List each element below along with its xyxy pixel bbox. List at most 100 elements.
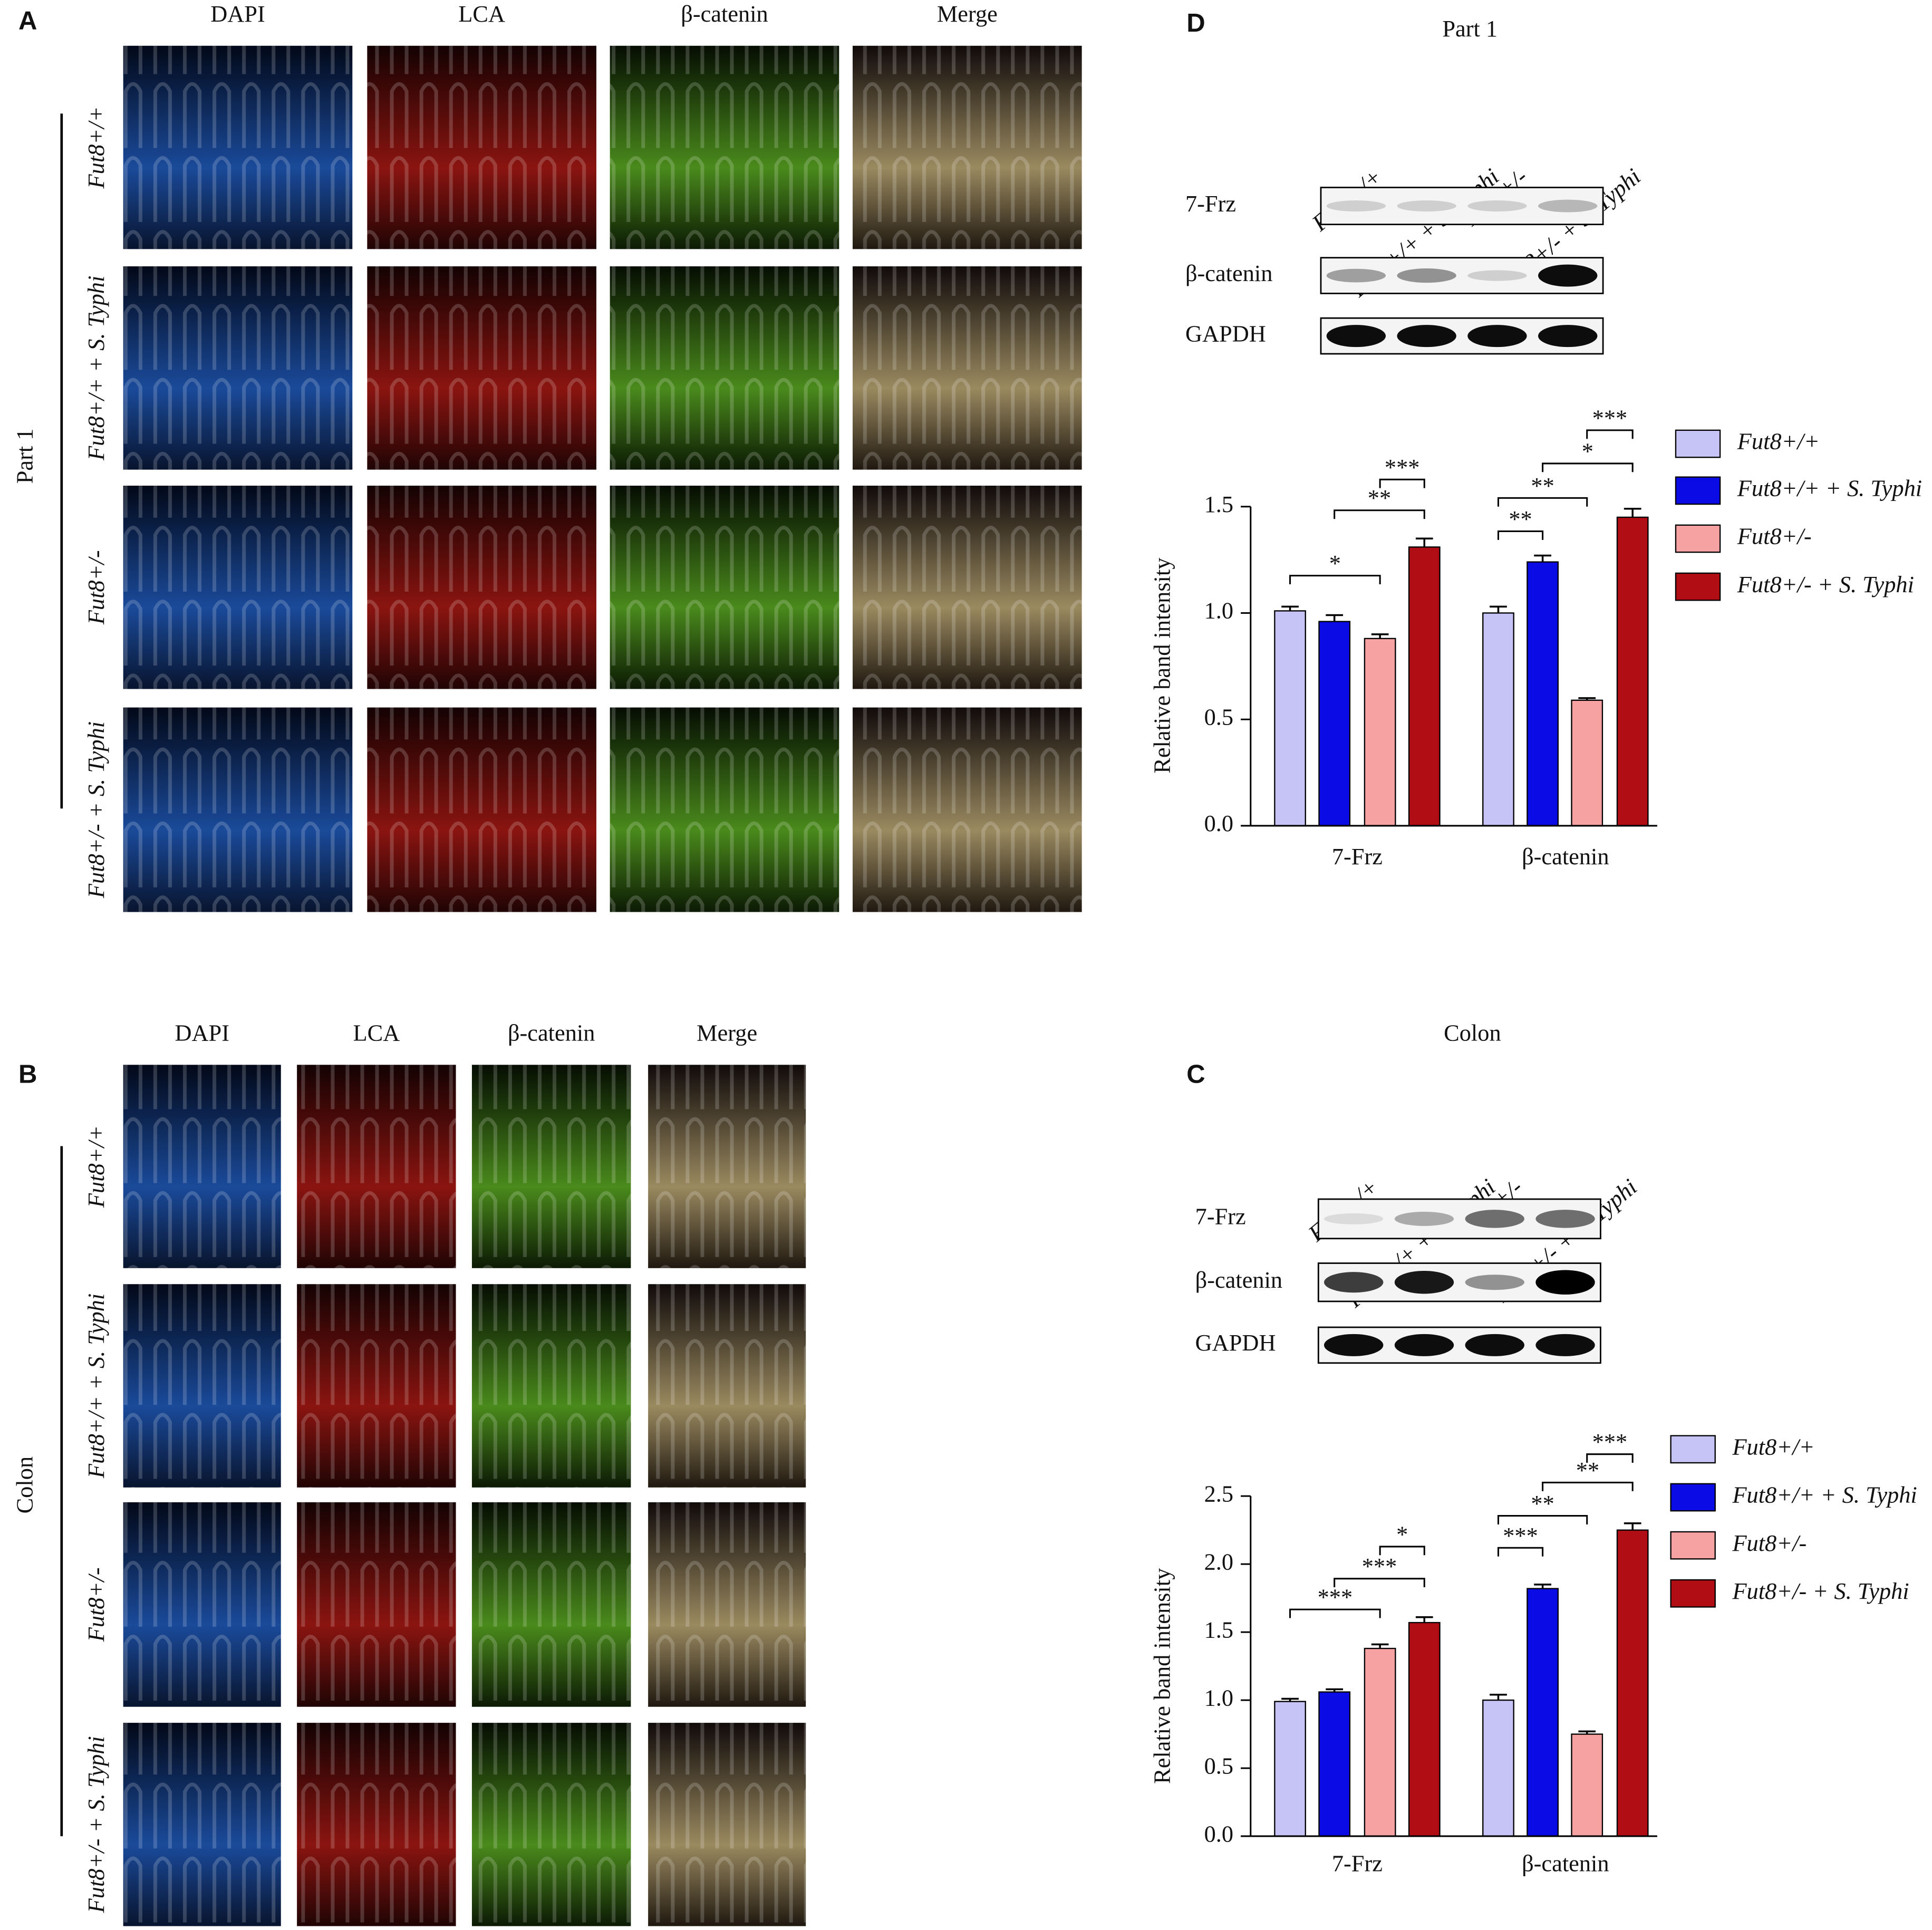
significance-label: *** (1385, 454, 1420, 480)
blot-band (1394, 1211, 1454, 1226)
legend-swatch (1670, 1483, 1716, 1512)
significance-bracket (1497, 497, 1588, 507)
blot-band (1324, 1213, 1384, 1224)
micrograph-texture (471, 1723, 631, 1926)
blot-title: Colon (1444, 1019, 1501, 1046)
y-tick-label: 0.5 (1204, 703, 1233, 730)
bar (1571, 1733, 1603, 1837)
blot-band (1467, 325, 1527, 348)
blot-title: Part 1 (1442, 15, 1498, 42)
panel-letter: B (18, 1060, 37, 1088)
legend-label: Fut8+/- + S. Typhi (1732, 1578, 1909, 1604)
bar (1274, 1701, 1306, 1837)
micrograph-texture (610, 486, 839, 689)
y-axis-label: Relative band intensity (1148, 557, 1175, 774)
legend-label: Fut8+/+ + S. Typhi (1732, 1482, 1917, 1508)
micrograph-texture (853, 486, 1082, 689)
y-tick-label: 1.5 (1204, 1616, 1233, 1643)
blot-band (1535, 1210, 1595, 1228)
legend-label: Fut8+/- + S. Typhi (1737, 571, 1914, 597)
blot-band (1394, 1270, 1454, 1294)
row-label: Fut8+/+ + S. Typhi (83, 276, 109, 461)
significance-bracket (1586, 1453, 1634, 1463)
blot-band (1465, 1275, 1524, 1290)
bar (1616, 516, 1649, 827)
bar (1408, 546, 1441, 827)
blot-row-label: GAPDH (1195, 1329, 1276, 1356)
significance-bracket (1586, 429, 1634, 439)
column-header: LCA (353, 1019, 400, 1046)
micrograph-texture (610, 707, 839, 912)
micrograph-texture (297, 1502, 456, 1707)
blot-band (1326, 200, 1386, 212)
blot-band (1535, 1270, 1595, 1295)
micrograph-texture (471, 1502, 631, 1707)
legend-swatch (1670, 1579, 1716, 1608)
blot-band (1465, 1210, 1524, 1228)
significance-label: ** (1531, 472, 1554, 499)
micrograph-texture (648, 1723, 806, 1926)
y-tick-label: 0.0 (1204, 1820, 1233, 1847)
row-label: Fut8+/- + S. Typhi (83, 721, 109, 899)
significance-bracket (1379, 478, 1425, 488)
micrograph-texture (297, 1284, 456, 1488)
bar (1364, 638, 1396, 827)
blot-band (1397, 200, 1456, 212)
bar (1482, 612, 1514, 827)
significance-bracket (1497, 530, 1544, 540)
bar (1274, 610, 1306, 827)
micrograph-texture (610, 266, 839, 470)
column-header: β-catenin (508, 1019, 595, 1046)
significance-bracket (1334, 1578, 1425, 1588)
panel-letter: A (18, 6, 37, 35)
significance-bracket (1289, 1608, 1381, 1618)
blot-frame (1320, 187, 1604, 226)
micrograph-texture (471, 1284, 631, 1488)
blot-band (1467, 270, 1527, 281)
significance-label: ** (1509, 506, 1532, 532)
blot-band (1324, 1334, 1384, 1356)
micrograph-texture (123, 1723, 281, 1926)
y-tick-label: 1.0 (1204, 597, 1233, 624)
blot-row-label: β-catenin (1185, 260, 1272, 286)
bar (1482, 1699, 1514, 1837)
micrograph-texture (123, 266, 353, 470)
blot-band (1538, 325, 1598, 348)
legend-swatch (1675, 524, 1721, 553)
micrograph-texture (123, 45, 353, 249)
blot-band (1397, 325, 1456, 348)
legend-label: Fut8+/- (1737, 523, 1812, 549)
micrograph-texture (123, 1065, 281, 1268)
micrograph-texture (648, 1065, 806, 1268)
significance-label: *** (1503, 1522, 1538, 1549)
bar (1318, 621, 1351, 827)
significance-label: *** (1318, 1584, 1353, 1610)
bar (1364, 1647, 1396, 1837)
bar (1408, 1622, 1441, 1837)
significance-label: *** (1592, 404, 1628, 431)
column-header: β-catenin (681, 1, 768, 27)
legend-swatch (1675, 572, 1721, 601)
significance-bracket (1497, 1547, 1544, 1557)
y-tick-label: 1.0 (1204, 1684, 1233, 1711)
legend-swatch (1675, 476, 1721, 505)
legend-label: Fut8+/+ + S. Typhi (1737, 475, 1922, 501)
micrograph-texture (853, 707, 1082, 912)
micrograph-texture (471, 1065, 631, 1268)
blot-band (1465, 1334, 1524, 1356)
micrograph-texture (123, 1502, 281, 1707)
bar (1527, 1588, 1559, 1837)
micrograph-texture (648, 1284, 806, 1488)
y-tick-label: 1.5 (1204, 491, 1233, 517)
blot-row-label: 7-Frz (1195, 1203, 1246, 1230)
micrograph-texture (297, 1723, 456, 1926)
significance-label: ** (1531, 1490, 1554, 1517)
blot-band (1326, 325, 1386, 348)
column-header: DAPI (210, 1, 265, 27)
panel-letter: D (1186, 9, 1205, 37)
significance-bracket (1289, 575, 1381, 584)
y-tick-label: 0.5 (1204, 1752, 1233, 1779)
row-label: Fut8+/- (83, 1567, 109, 1642)
micrograph-texture (123, 707, 353, 912)
